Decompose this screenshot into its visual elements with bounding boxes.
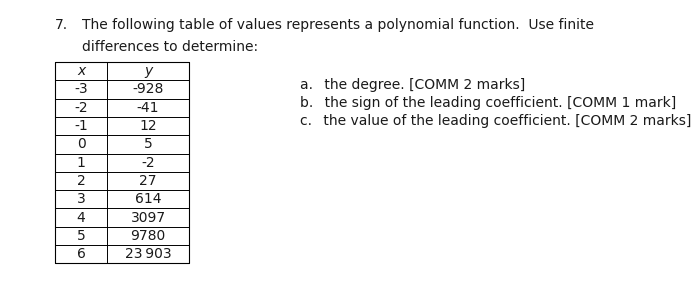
Text: -3: -3 [74,82,88,96]
Text: 3: 3 [76,192,85,206]
Text: x: x [77,64,85,78]
Text: -2: -2 [74,101,88,115]
Text: y: y [144,64,152,78]
Text: c.  the value of the leading coefficient. [COMM 2 marks]: c. the value of the leading coefficient.… [300,114,692,128]
Text: 2: 2 [76,174,85,188]
Text: 12: 12 [139,119,157,133]
Text: -928: -928 [132,82,164,96]
Text: 6: 6 [76,247,85,261]
Text: 4: 4 [76,211,85,224]
Text: 614: 614 [134,192,161,206]
Text: -2: -2 [141,156,155,170]
Text: The following table of values represents a polynomial function.  Use finite: The following table of values represents… [82,18,594,32]
Text: 27: 27 [139,174,157,188]
Text: a.  the degree. [COMM 2 marks]: a. the degree. [COMM 2 marks] [300,78,525,92]
Text: b.  the sign of the leading coefficient. [COMM 1 mark]: b. the sign of the leading coefficient. … [300,96,676,110]
Text: 7.: 7. [55,18,68,32]
Text: 0: 0 [76,137,85,152]
Text: 5: 5 [144,137,153,152]
Text: differences to determine:: differences to determine: [82,40,258,54]
Text: 3097: 3097 [130,211,166,224]
Bar [55,62,189,263]
Text: 23 903: 23 903 [125,247,172,261]
Text: 9780: 9780 [130,229,166,243]
Text: -1: -1 [74,119,88,133]
Text: 5: 5 [76,229,85,243]
Text: -41: -41 [136,101,160,115]
Text: 1: 1 [76,156,85,170]
